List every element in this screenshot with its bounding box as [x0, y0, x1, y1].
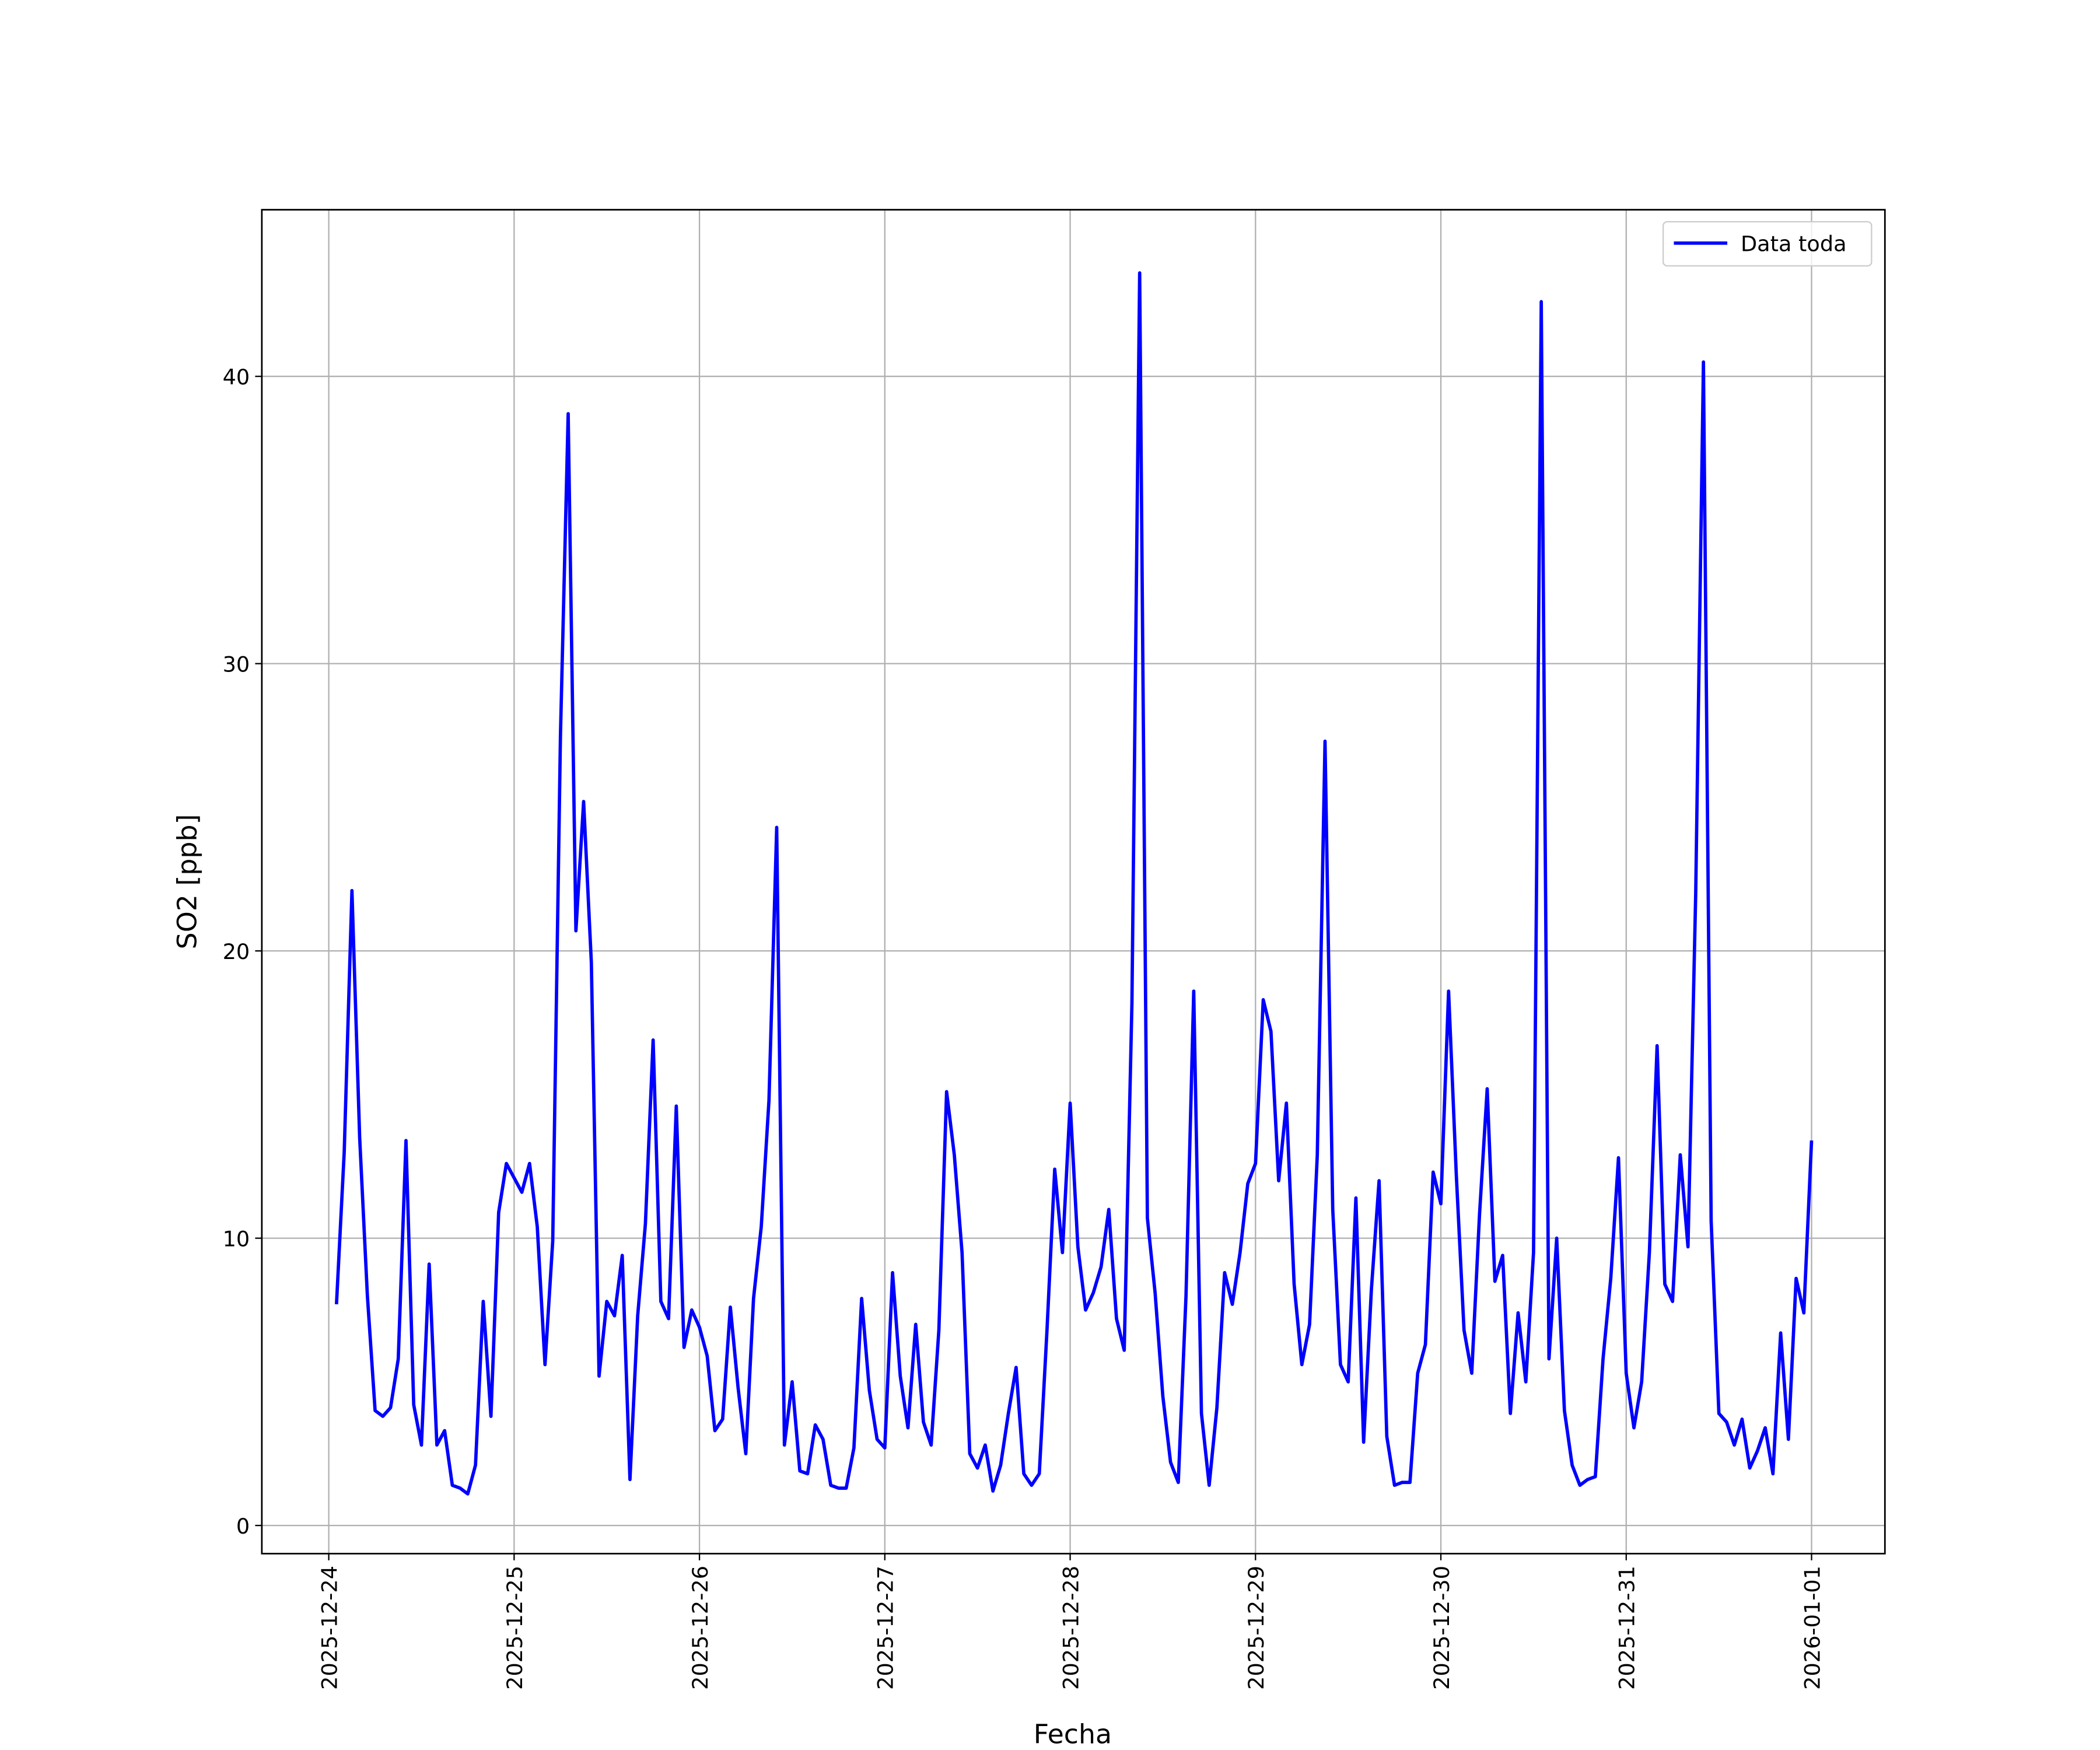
x-tick-label: 2025-12-28: [1058, 1566, 1083, 1690]
y-tick-label: 0: [236, 1514, 250, 1539]
y-tick-label: 10: [223, 1226, 250, 1251]
y-tick-label: 30: [223, 652, 250, 677]
x-tick-label: 2025-12-29: [1244, 1566, 1269, 1690]
y-tick-label: 20: [223, 939, 250, 964]
x-tick-label: 2025-12-30: [1429, 1566, 1454, 1690]
x-tick-label: 2025-12-24: [317, 1566, 342, 1690]
legend-box: [1662, 221, 1873, 267]
y-axis-label: SO2 [ppb]: [172, 814, 203, 950]
y-tick-label: 40: [223, 365, 250, 390]
legend-label: Data toda: [1741, 232, 1847, 257]
x-axis-label: Fecha: [1034, 1718, 1112, 1750]
plot-frame: [261, 209, 1886, 1555]
x-tick-label: 2025-12-31: [1615, 1566, 1640, 1690]
x-tick-label: 2025-12-26: [688, 1566, 713, 1690]
x-tick-label: 2025-12-27: [873, 1566, 898, 1690]
x-tick-label: 2025-12-25: [502, 1566, 527, 1690]
data-line: [334, 271, 1814, 1496]
x-tick-label: 2026-01-01: [1800, 1566, 1825, 1690]
